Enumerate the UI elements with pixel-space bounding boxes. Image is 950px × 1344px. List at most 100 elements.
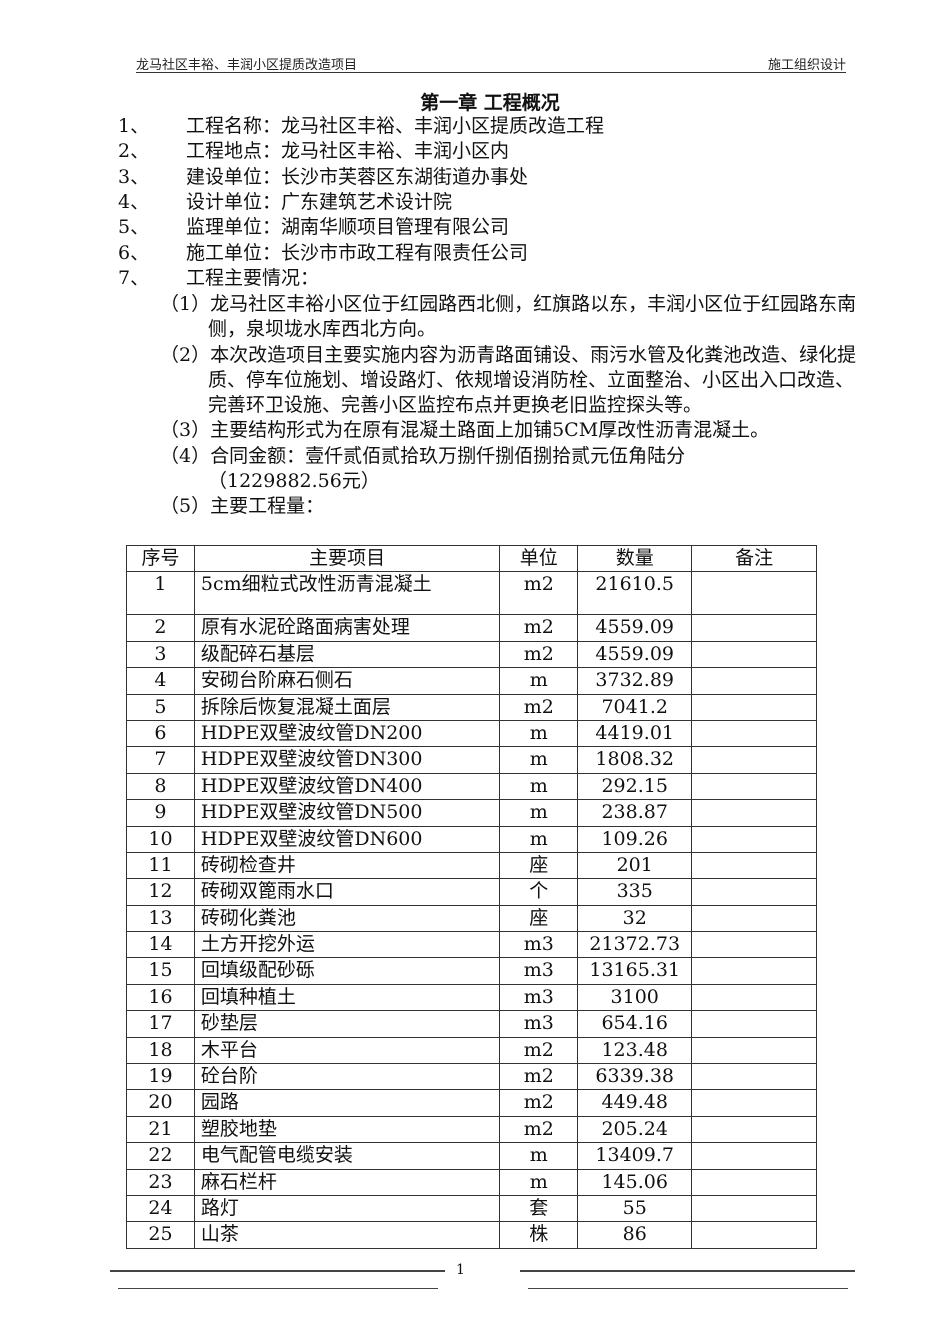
table-cell: 21372.73 <box>577 931 693 959</box>
table-row: 18 木平台 m2 123.48 <box>126 1036 817 1065</box>
list-item: 7、 工程主要情况： <box>118 266 319 291</box>
table-cell: 15 <box>126 957 195 985</box>
item-text: 设计单位：广东建筑艺术设计院 <box>186 190 453 213</box>
table-row: 22 电气配管电缆安装 m 13409.7 <box>126 1142 817 1170</box>
table-row: 24 路灯套 55 <box>126 1194 817 1223</box>
chapter-title: 第一章 工程概况 <box>420 92 560 114</box>
table-cell: 449.48 <box>577 1089 693 1117</box>
column-header: 备注 <box>691 544 817 573</box>
item-number: 4、 <box>118 190 150 213</box>
table-cell: 6339.38 <box>577 1063 693 1091</box>
table-row: 4 安砌台阶麻石侧石 m 3732.89 <box>126 667 817 695</box>
table-cell: 砖砌化粪池 <box>193 904 501 933</box>
table-cell: 22 <box>126 1142 195 1170</box>
table-cell: 1 <box>126 571 195 616</box>
table-cell: 路灯 <box>193 1194 501 1223</box>
table-cell: HDPE双壁波纹管DN300 <box>193 746 501 774</box>
table-cell: 12 <box>126 878 195 906</box>
table-row: 16 回填种植土 m3 3100 <box>126 983 817 1012</box>
table-cell <box>691 772 817 801</box>
subitem-2: （2）本次改造项目主要实施内容为沥青路面铺设、雨污水管及化粪池改造、绿化提质、停… <box>160 343 857 417</box>
table-row: 2 原有水泥砼路面病害处理 m2 4559.09 <box>126 614 817 642</box>
table-cell: 123.48 <box>577 1036 693 1065</box>
list-item: 1、 工程名称：龙马社区丰裕、丰润小区提质改造工程 <box>118 114 604 139</box>
table-cell <box>691 983 817 1012</box>
table-cell: 14 <box>126 931 195 959</box>
item-text: 施工单位：长沙市市政工程有限责任公司 <box>186 241 529 264</box>
table-cell: 3 <box>126 640 195 669</box>
table-cell <box>691 878 817 906</box>
header-right: 施工组织设计 <box>767 58 846 73</box>
item-number: 6、 <box>118 241 150 264</box>
subitem-3: （3）主要结构形式为在原有混凝土路面上加铺5CM厚改性沥青混凝土。 <box>160 419 770 442</box>
table-cell: 电气配管电缆安装 <box>193 1142 501 1170</box>
table-row: 3 级配碎石基层 m2 4559.09 <box>126 640 817 669</box>
table-cell: HDPE双壁波纹管DN400 <box>193 772 501 801</box>
item-number: 7、 <box>118 266 150 289</box>
table-row: 20 园路 m2 449.48 <box>126 1089 817 1117</box>
table-cell: 11 <box>126 851 195 880</box>
table-cell: m <box>499 667 579 695</box>
table-cell: 拆除后恢复混凝土面层 <box>193 693 501 721</box>
table-cell: 砼台阶 <box>193 1063 501 1091</box>
table-cell: m3 <box>499 957 579 985</box>
table-cell: 201 <box>577 851 693 880</box>
table-cell: 23 <box>126 1168 195 1196</box>
table-row: 5 拆除后恢复混凝土面层 m2 7041.2 <box>126 693 817 721</box>
table-row: 11 砖砌检查井座 201 <box>126 851 817 880</box>
item-text: 工程地点：龙马社区丰裕、丰润小区内 <box>186 140 510 163</box>
table-cell: m2 <box>499 1115 579 1144</box>
table-cell: 335 <box>577 878 693 906</box>
table-cell: 4559.09 <box>577 640 693 669</box>
footer-line <box>528 1288 848 1289</box>
table-row: 13 砖砌化粪池座 32 <box>126 904 817 933</box>
table-cell <box>691 825 817 853</box>
table-cell: 塑胶地垫 <box>193 1115 501 1144</box>
table-cell: 座 <box>499 904 579 933</box>
column-header: 主要项目 <box>193 544 501 573</box>
table-cell: m2 <box>499 640 579 669</box>
table-cell <box>691 746 817 774</box>
table-cell: 砖砌双篦雨水口 <box>193 878 501 906</box>
list-item: 5、 监理单位：湖南华顺项目管理有限公司 <box>118 215 509 240</box>
table-cell: 7041.2 <box>577 693 693 721</box>
subitem-1: （1）龙马社区丰裕小区位于红园路西北侧，红旗路以东，丰润小区位于红园路东南侧，泉… <box>160 293 857 341</box>
table-cell: 回填级配砂砾 <box>193 957 501 985</box>
table-cell: 4419.01 <box>577 719 693 748</box>
table-cell: 25 <box>126 1221 195 1249</box>
table-cell: 13409.7 <box>577 1142 693 1170</box>
table-cell: HDPE双壁波纹管DN600 <box>193 825 501 853</box>
table-cell: 5cm细粒式改性沥青混凝土 <box>193 571 501 616</box>
table-cell: m <box>499 746 579 774</box>
table-row: 15 回填级配砂砾 m3 13165.31 <box>126 957 817 985</box>
table-cell: m <box>499 799 579 827</box>
table-cell: 3100 <box>577 983 693 1012</box>
table-cell: 安砌台阶麻石侧石 <box>193 667 501 695</box>
table-cell <box>691 1221 817 1249</box>
table-cell <box>691 1142 817 1170</box>
table-cell: m2 <box>499 693 579 721</box>
table-cell: 座 <box>499 851 579 880</box>
table-row: 23 麻石栏杆 m 145.06 <box>126 1168 817 1196</box>
column-header: 数量 <box>577 544 693 573</box>
table-cell: m2 <box>499 1036 579 1065</box>
table-cell: 2 <box>126 614 195 642</box>
list-item: 3、 建设单位：长沙市芙蓉区东湖街道办事处 <box>118 165 528 190</box>
subitem-4: （4）合同金额：壹仟贰佰贰拾玖万捌仟捌佰捌拾贰元伍角陆分 <box>160 444 686 467</box>
column-header: 单位 <box>499 544 579 573</box>
table-cell <box>691 799 817 827</box>
table-cell: HDPE双壁波纹管DN200 <box>193 719 501 748</box>
table-cell: 套 <box>499 1194 579 1223</box>
table-cell <box>691 1168 817 1196</box>
table-row: 12 砖砌双篦雨水口个 335 <box>126 878 817 906</box>
table-cell: 17 <box>126 1010 195 1038</box>
table-cell: 292.15 <box>577 772 693 801</box>
table-cell: 5 <box>126 693 195 721</box>
table-cell: 个 <box>499 878 579 906</box>
table-cell: m3 <box>499 931 579 959</box>
table-row: 21 塑胶地垫 m2 205.24 <box>126 1115 817 1144</box>
table-cell: 土方开挖外运 <box>193 931 501 959</box>
table-cell <box>691 931 817 959</box>
table-cell: 205.24 <box>577 1115 693 1144</box>
table-row: 10 HDPE双壁波纹管DN600 m 109.26 <box>126 825 817 853</box>
